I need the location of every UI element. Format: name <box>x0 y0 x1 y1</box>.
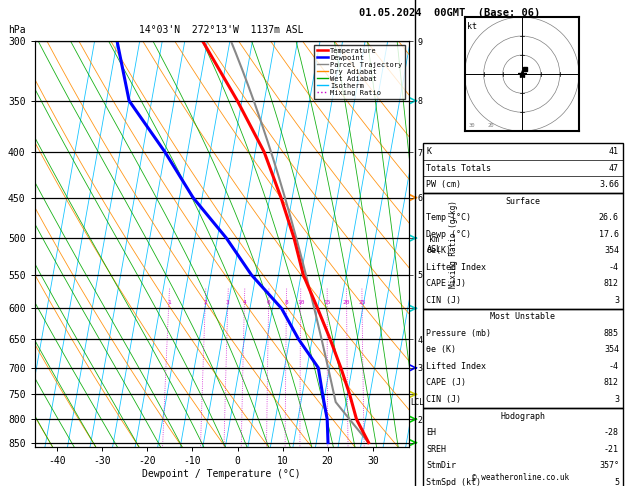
Text: CIN (J): CIN (J) <box>426 395 462 404</box>
Text: 14°03'N  272°13'W  1137m ASL: 14°03'N 272°13'W 1137m ASL <box>140 25 304 35</box>
Text: SREH: SREH <box>426 445 447 453</box>
Text: 30: 30 <box>469 123 475 128</box>
Text: θe (K): θe (K) <box>426 346 457 354</box>
Text: Temp (°C): Temp (°C) <box>426 213 472 222</box>
Text: 354: 354 <box>604 346 619 354</box>
Text: 2: 2 <box>203 300 207 305</box>
Text: Most Unstable: Most Unstable <box>490 312 555 321</box>
Text: 354: 354 <box>604 246 619 255</box>
Text: hPa: hPa <box>8 25 26 35</box>
Y-axis label: km
ASL: km ASL <box>426 235 442 254</box>
Text: CAPE (J): CAPE (J) <box>426 379 467 387</box>
Text: 15: 15 <box>323 300 331 305</box>
Text: 812: 812 <box>604 379 619 387</box>
Text: CIN (J): CIN (J) <box>426 296 462 305</box>
Text: 1: 1 <box>167 300 170 305</box>
Text: EH: EH <box>426 428 437 437</box>
Text: LCL: LCL <box>410 398 424 406</box>
Text: 3: 3 <box>614 395 619 404</box>
Text: Lifted Index: Lifted Index <box>426 263 486 272</box>
Text: 20: 20 <box>343 300 350 305</box>
Text: Lifted Index: Lifted Index <box>426 362 486 371</box>
Text: kt: kt <box>467 21 477 31</box>
Legend: Temperature, Dewpoint, Parcel Trajectory, Dry Adiabat, Wet Adiabat, Isotherm, Mi: Temperature, Dewpoint, Parcel Trajectory… <box>314 45 405 99</box>
Text: Dewp (°C): Dewp (°C) <box>426 230 472 239</box>
Text: K: K <box>426 147 431 156</box>
X-axis label: Dewpoint / Temperature (°C): Dewpoint / Temperature (°C) <box>142 469 301 479</box>
Text: StmSpd (kt): StmSpd (kt) <box>426 478 481 486</box>
Text: -4: -4 <box>609 362 619 371</box>
Text: Pressure (mb): Pressure (mb) <box>426 329 491 338</box>
Text: 17.6: 17.6 <box>599 230 619 239</box>
Text: 3: 3 <box>614 296 619 305</box>
Text: θe(K): θe(K) <box>426 246 452 255</box>
Text: © weatheronline.co.uk: © weatheronline.co.uk <box>472 473 569 482</box>
Text: Surface: Surface <box>505 197 540 206</box>
Text: 25: 25 <box>359 300 366 305</box>
Text: 47: 47 <box>609 164 619 173</box>
Text: 4: 4 <box>243 300 246 305</box>
Text: Totals Totals: Totals Totals <box>426 164 491 173</box>
Text: StmDir: StmDir <box>426 461 457 470</box>
Text: 26.6: 26.6 <box>599 213 619 222</box>
Text: 812: 812 <box>604 279 619 288</box>
Text: PW (cm): PW (cm) <box>426 180 462 189</box>
Text: 5: 5 <box>614 478 619 486</box>
Text: 6: 6 <box>267 300 270 305</box>
Text: CAPE (J): CAPE (J) <box>426 279 467 288</box>
Text: 885: 885 <box>604 329 619 338</box>
Text: 357°: 357° <box>599 461 619 470</box>
Text: 10: 10 <box>297 300 304 305</box>
Text: 01.05.2024  00GMT  (Base: 06): 01.05.2024 00GMT (Base: 06) <box>359 8 540 18</box>
Text: -28: -28 <box>604 428 619 437</box>
Text: -4: -4 <box>609 263 619 272</box>
Text: -21: -21 <box>604 445 619 453</box>
Text: Hodograph: Hodograph <box>500 412 545 420</box>
Text: 20: 20 <box>487 123 494 128</box>
Text: 41: 41 <box>609 147 619 156</box>
Text: 8: 8 <box>284 300 288 305</box>
Text: 3: 3 <box>226 300 230 305</box>
Text: Mixing Ratio (g/kg): Mixing Ratio (g/kg) <box>449 200 459 288</box>
Text: 3.66: 3.66 <box>599 180 619 189</box>
